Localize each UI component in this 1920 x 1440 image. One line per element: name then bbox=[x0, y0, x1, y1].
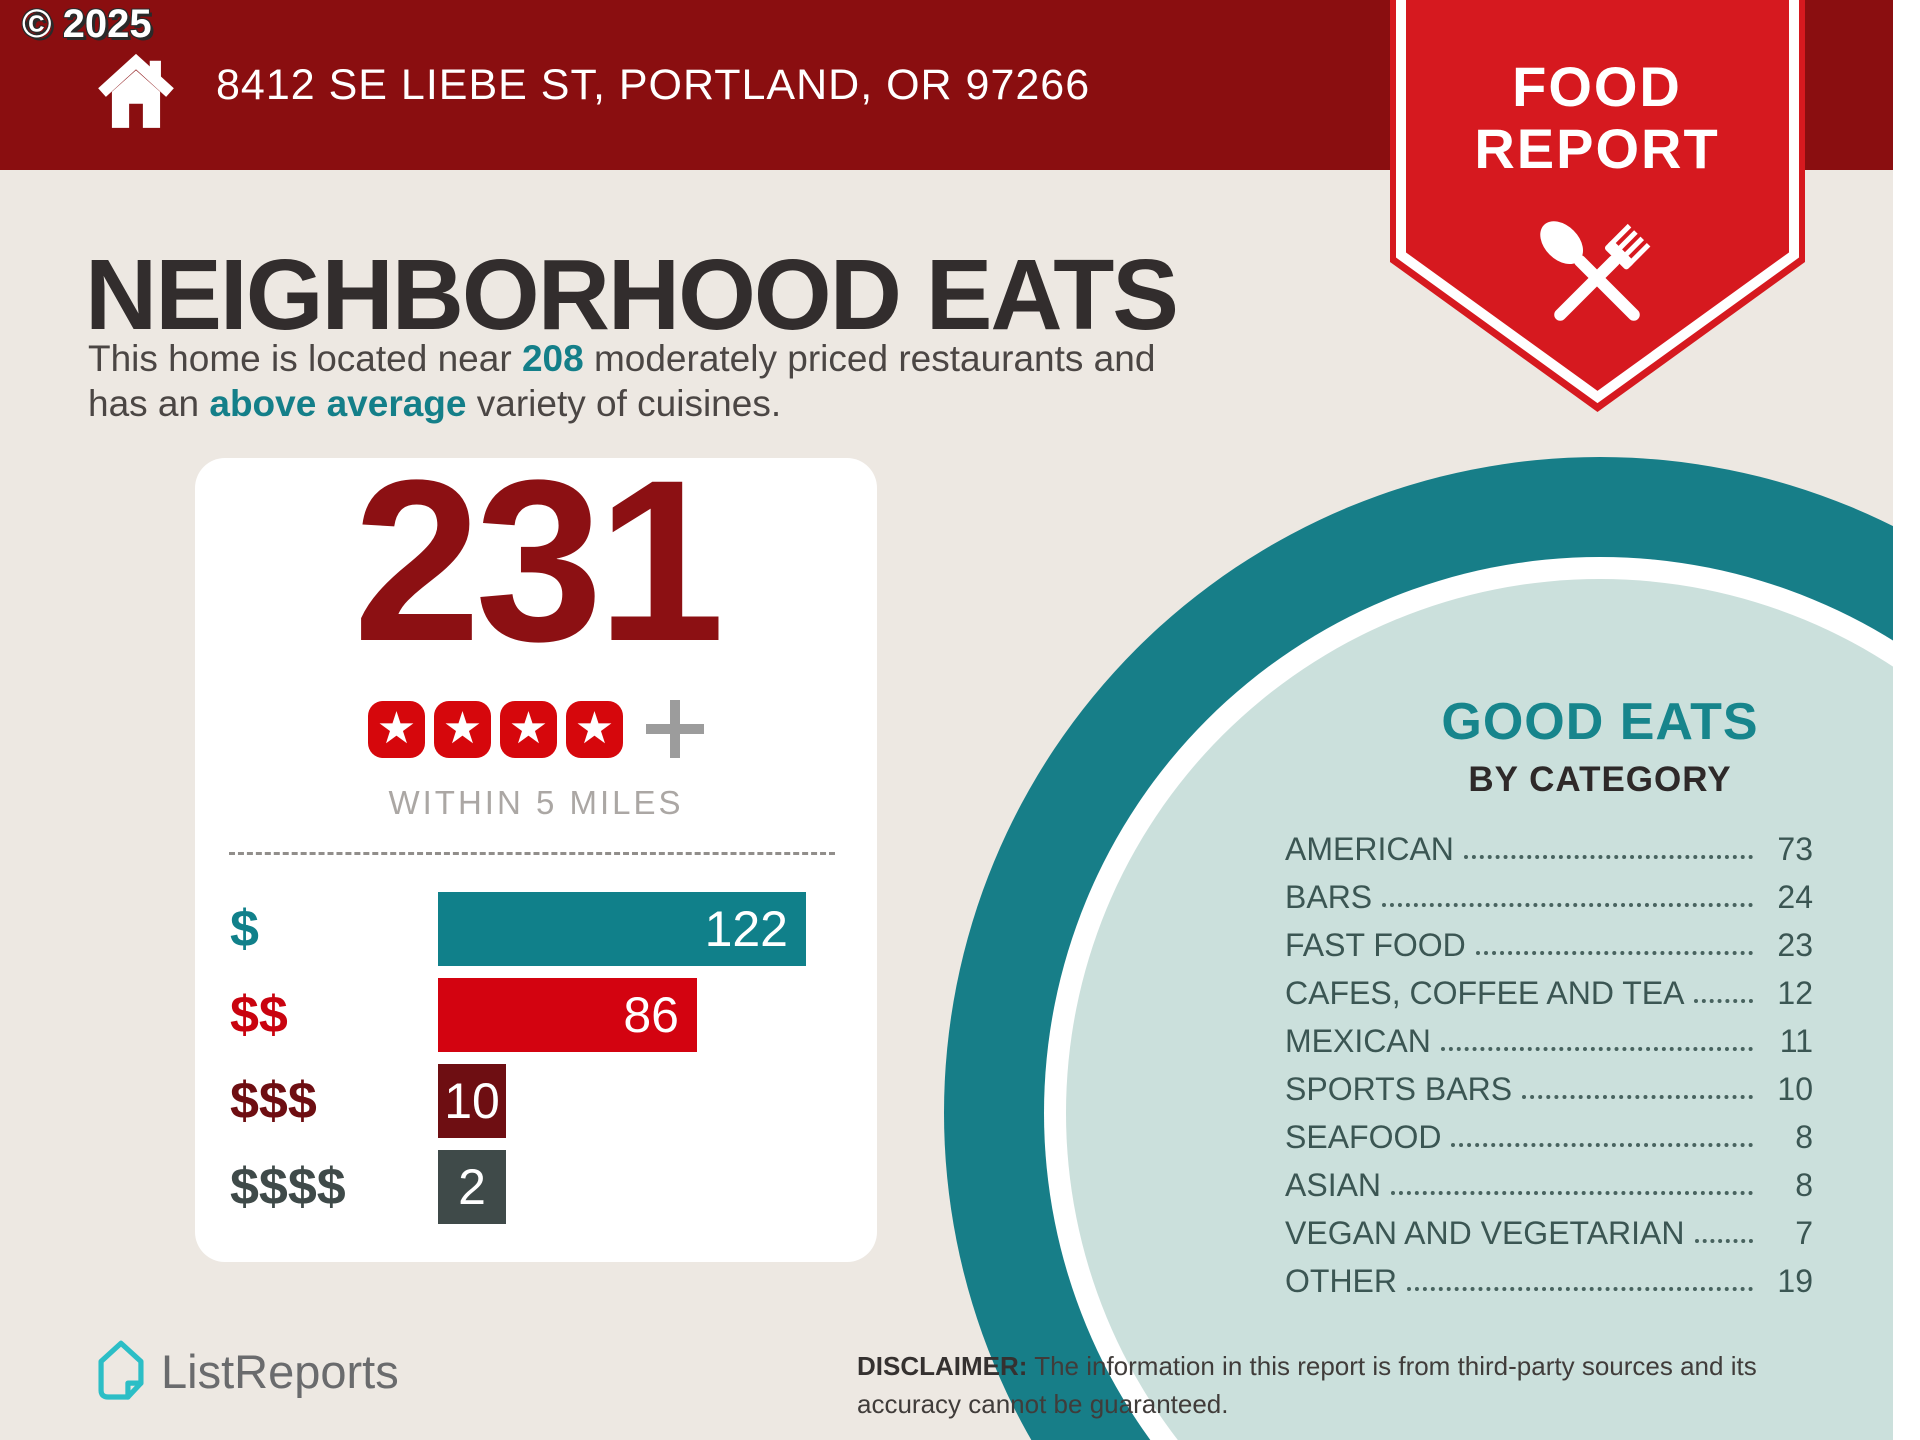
price-bar: 10 bbox=[438, 1064, 506, 1138]
category-value: 8 bbox=[1795, 1119, 1813, 1155]
star-icon: ★ bbox=[500, 700, 557, 758]
dotted-leader bbox=[1475, 951, 1753, 955]
dotted-leader bbox=[1407, 1287, 1753, 1291]
category-row: BARS 24 bbox=[1285, 868, 1813, 916]
subtitle-line1: This home is located near 208 moderately… bbox=[88, 338, 1156, 379]
category-value: 19 bbox=[1777, 1263, 1813, 1299]
category-value: 7 bbox=[1795, 1215, 1813, 1251]
category-row: SEAFOOD 8 bbox=[1285, 1108, 1813, 1156]
radius-label: WITHIN 5 MILES bbox=[388, 784, 684, 821]
disclaimer-label: DISCLAIMER: bbox=[857, 1351, 1028, 1381]
ribbon-line1: FOOD bbox=[1512, 55, 1682, 118]
subtitle-line2: has an above average variety of cuisines… bbox=[88, 383, 782, 424]
home-icon bbox=[98, 53, 174, 128]
category-value: 10 bbox=[1777, 1071, 1813, 1107]
food-report-ribbon: FOOD REPORT bbox=[1390, 0, 1805, 412]
price-bar-value: 10 bbox=[444, 1073, 500, 1129]
category-name: VEGAN AND VEGETARIAN bbox=[1285, 1215, 1685, 1251]
category-name: MEXICAN bbox=[1285, 1023, 1431, 1059]
category-value: 12 bbox=[1777, 975, 1813, 1011]
category-value: 8 bbox=[1795, 1167, 1813, 1203]
category-row: MEXICAN 11 bbox=[1285, 1012, 1813, 1060]
price-bar: 122 bbox=[438, 892, 806, 966]
star-icon: ★ bbox=[434, 700, 491, 758]
category-row: ASIAN 8 bbox=[1285, 1156, 1813, 1204]
disclaimer: DISCLAIMER: The information in this repo… bbox=[857, 1351, 1757, 1419]
dotted-leader bbox=[1382, 903, 1753, 907]
dotted-leader bbox=[1391, 1191, 1753, 1195]
price-bar-chart: $122 $$ 86 $$$ 10 $$$$ 2 bbox=[195, 892, 877, 1236]
category-value: 23 bbox=[1777, 927, 1813, 963]
star-icon: ★ bbox=[566, 700, 623, 758]
price-bar-row: $$$ 10 bbox=[195, 1064, 877, 1138]
category-value: 24 bbox=[1777, 879, 1813, 915]
spoon-fork-icon bbox=[1540, 221, 1651, 321]
category-name: ASIAN bbox=[1285, 1167, 1382, 1203]
category-name: FAST FOOD bbox=[1285, 927, 1466, 963]
price-bar-value: 86 bbox=[623, 987, 679, 1043]
category-row: VEGAN AND VEGETARIAN 7 bbox=[1285, 1204, 1813, 1252]
price-level-label: $ bbox=[230, 900, 259, 958]
price-level-label: $$$$ bbox=[230, 1158, 346, 1216]
price-bar-row: $$$$ 2 bbox=[195, 1150, 877, 1224]
category-row: AMERICAN 73 bbox=[1285, 820, 1813, 868]
price-bar: 2 bbox=[438, 1150, 506, 1224]
plus-icon bbox=[646, 700, 704, 758]
listreports-brand: ListReports bbox=[95, 1338, 399, 1404]
price-bar-row: $122 bbox=[195, 892, 877, 966]
price-bar-row: $$ 86 bbox=[195, 978, 877, 1052]
price-bar-value: 2 bbox=[458, 1159, 486, 1215]
page-subtitle: This home is located near 208 moderately… bbox=[88, 336, 1155, 426]
category-row: FAST FOOD 23 bbox=[1285, 916, 1813, 964]
dotted-leader bbox=[1522, 1095, 1753, 1099]
right-edge-margin bbox=[1893, 0, 1920, 1440]
category-name: SPORTS BARS bbox=[1285, 1071, 1513, 1107]
dotted-leader bbox=[1694, 999, 1753, 1003]
restaurant-stats-card: 231 ★ ★ ★ ★ WITHIN 5 MILES $122 $$ 86 $$$ 10 $$$… bbox=[195, 446, 877, 1262]
category-row: SPORTS BARS 10 bbox=[1285, 1060, 1813, 1108]
dotted-leader bbox=[1694, 1239, 1753, 1243]
listreports-logo-icon bbox=[98, 1340, 144, 1400]
price-bar: 86 bbox=[438, 978, 697, 1052]
ribbon-line2: REPORT bbox=[1474, 117, 1719, 180]
price-level-label: $$ bbox=[230, 986, 288, 1044]
star-rating: ★ ★ ★ ★ bbox=[195, 700, 877, 758]
price-bar-value: 122 bbox=[704, 901, 788, 957]
dotted-leader bbox=[1440, 1047, 1753, 1051]
dotted-leader bbox=[1451, 1143, 1753, 1147]
category-row: CAFES, COFFEE AND TEA 12 bbox=[1285, 964, 1813, 1012]
good-eats-title: GOOD EATS bbox=[1441, 693, 1759, 751]
star-icon: ★ bbox=[368, 700, 425, 758]
category-name: OTHER bbox=[1285, 1263, 1397, 1299]
good-eats-header: GOOD EATS BY CATEGORY bbox=[1300, 692, 1900, 800]
copyright-watermark: © 2025 bbox=[22, 2, 152, 46]
category-list: AMERICAN 73 BARS 24 FAST FOOD 23 CAFES, COFFEE… bbox=[1285, 820, 1813, 1300]
page-title: NEIGHBORHOOD EATS bbox=[85, 239, 1179, 351]
category-name: CAFES, COFFEE AND TEA bbox=[1285, 975, 1685, 1011]
dashed-divider bbox=[229, 852, 835, 855]
category-value: 11 bbox=[1779, 1023, 1813, 1059]
variety-highlight: above average bbox=[209, 383, 467, 424]
good-eats-subtitle: BY CATEGORY bbox=[1468, 760, 1732, 799]
category-value: 73 bbox=[1777, 831, 1813, 867]
category-name: AMERICAN bbox=[1285, 831, 1454, 867]
category-name: SEAFOOD bbox=[1285, 1119, 1442, 1155]
category-row: OTHER 19 bbox=[1285, 1252, 1813, 1300]
price-level-label: $$$ bbox=[230, 1072, 317, 1130]
restaurant-count-highlight: 208 bbox=[521, 338, 584, 379]
property-address: 8412 SE LIEBE ST, PORTLAND, OR 97266 bbox=[216, 60, 1091, 109]
listreports-brand-text: ListReports bbox=[161, 1344, 399, 1398]
category-name: BARS bbox=[1285, 879, 1373, 915]
restaurant-count: 231 bbox=[353, 432, 725, 689]
dotted-leader bbox=[1463, 855, 1753, 859]
